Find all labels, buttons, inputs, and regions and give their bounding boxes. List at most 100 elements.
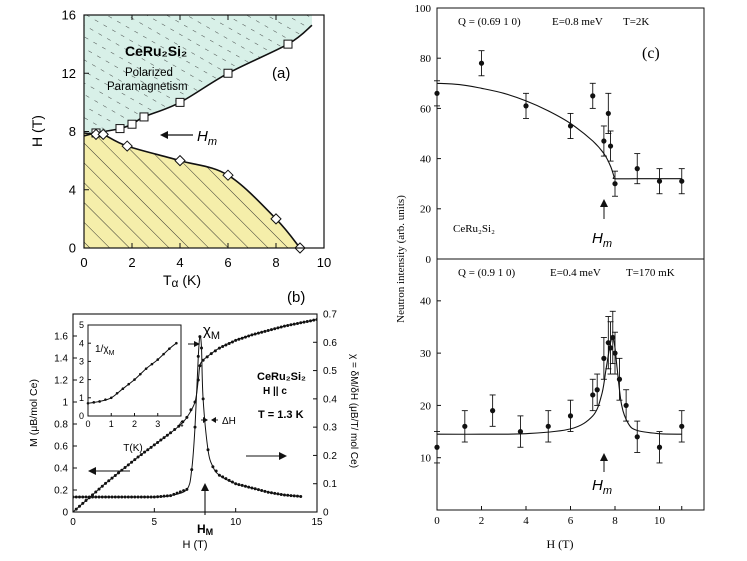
panel-b-susceptibility-point	[91, 495, 95, 499]
panel-c-top-point	[605, 110, 611, 117]
panel-b-magnetization-point	[146, 448, 150, 452]
panel-b-susceptibility-point	[139, 495, 143, 499]
panel-c-top-hm-sub: m	[603, 238, 612, 250]
panel-c-top-point	[523, 103, 529, 109]
panel-b-inset-point	[156, 358, 160, 361]
panel-b-susceptibility-point	[169, 494, 173, 498]
panel-b-susceptibility-point	[87, 495, 91, 499]
panel-b-right-y-tick-label: 0.5	[323, 366, 337, 377]
panel-b-susceptibility-point	[286, 493, 290, 497]
panel-b-right-y-tick-label: 0.2	[323, 451, 337, 462]
panel-b-susceptibility-point	[104, 495, 108, 499]
panel-b-inset-point	[162, 352, 165, 356]
panel-b-hm-label: H	[197, 522, 206, 536]
panel-c-bottom-point	[490, 408, 496, 414]
panel-b-magnetization-point	[143, 450, 147, 454]
panel-b-susceptibility-point	[120, 495, 124, 499]
panel-c-top-point	[434, 90, 440, 96]
panel-b-magnetization-point	[292, 322, 296, 326]
panel-b-left-y-tick-label: 1.2	[54, 376, 68, 387]
panel-b-susceptibility-point	[230, 480, 234, 484]
panel-b-right-y-tick-label: 0.4	[323, 394, 337, 405]
svg-text:χM: χM	[203, 322, 220, 342]
panel-c-bottom-y-tick-label: 40	[420, 296, 432, 308]
panel-b-susceptibility-point	[175, 491, 179, 495]
panel-b-susceptibility-point	[133, 495, 137, 499]
panel-a-xlabel-unit: (K)	[178, 272, 201, 288]
panel-c-x-tick-label: 8	[612, 515, 618, 527]
panel-b-magnetization-point	[136, 455, 140, 459]
panel-b-magnetization-point	[256, 331, 260, 335]
panel-c-top-point	[612, 181, 618, 187]
panel-c-x-tick-label: 6	[568, 515, 574, 527]
panel-b-inset-point	[109, 396, 113, 400]
panel-b-susceptibility-point	[250, 486, 254, 490]
panel-b-left-y-tick-label: 0	[62, 508, 68, 519]
panel-b: (b) 0 5 10 15 00.20.40.60.811.21.41.6 00.10…	[28, 289, 359, 551]
panel-b-susceptibility-point	[237, 483, 241, 487]
panel-a-panel-label: (a)	[272, 65, 290, 82]
panel-b-susceptibility-point	[182, 489, 186, 493]
panel-b-inset-y-tick-label: 3	[79, 357, 84, 367]
panel-b-magnetization-point	[315, 318, 317, 321]
panel-b-susceptibility-point	[78, 495, 82, 499]
panel-c-bottom-point	[612, 350, 618, 356]
panel-a-region-label-1: Polarized	[125, 67, 173, 79]
panel-b-inset-x-tick-label: 2	[132, 419, 137, 429]
panel-b-chi-sub: M	[211, 330, 220, 342]
panel-b-magnetization-point	[205, 355, 209, 359]
svg-text:1/χM: 1/χM	[95, 344, 115, 357]
panel-b-susceptibility-point	[73, 495, 75, 499]
panel-c-top-point	[679, 178, 685, 184]
panel-b-temperature: T = 1.3 K	[258, 409, 304, 421]
panel-b-susceptibility-point	[263, 489, 267, 493]
panel-b-susceptibility-point	[123, 495, 127, 499]
panel-b-inset-label-sub: M	[109, 350, 115, 357]
panel-b-susceptibility-point	[279, 492, 283, 496]
panel-b-magnetization-point	[78, 504, 82, 508]
panel-a-region-label-2: Paramagnetism	[107, 81, 188, 93]
panel-b-magnetization-point	[74, 507, 78, 511]
panel-b-magnetization-point	[234, 338, 238, 342]
panel-c-top-y-tick-label: 100	[415, 3, 432, 15]
panel-b-left-y-tick-label: 1.4	[54, 354, 68, 365]
panel-b-magnetization-point	[152, 443, 156, 447]
panel-b-magnetization-point	[133, 458, 137, 462]
panel-a-upper-point	[115, 124, 125, 134]
panel-b-inset-point	[104, 398, 107, 401]
panel-b-susceptibility-point	[269, 491, 273, 495]
panel-b-susceptibility-point	[243, 484, 247, 488]
panel-c-x-tick-label: 10	[654, 515, 666, 527]
panel-b-magnetization-point	[100, 484, 104, 488]
panel-b-inset-y-tick-label: 0	[79, 411, 84, 421]
panel-c-top-q: Q = (0.69 1 0)	[458, 16, 521, 28]
panel-b-left-y-tick-label: 0.6	[54, 442, 68, 453]
panel-a-hm-label: H	[197, 128, 208, 145]
panel-b-susceptibility-point	[94, 495, 98, 499]
panel-b-magnetization-point	[117, 471, 121, 475]
panel-b-susceptibility-point	[126, 495, 130, 499]
panel-c-xlabel: H (T)	[547, 537, 574, 551]
panel-b-susceptibility-point	[221, 475, 225, 479]
panel-b-inset-frame	[87, 324, 182, 417]
panel-a-xlabel-greek: α	[172, 276, 179, 290]
panel-b-delta-markers	[201, 417, 218, 423]
panel-c-compound: CeRu₂Si₂	[453, 223, 495, 235]
svg-text:Hm: Hm	[592, 477, 612, 497]
panel-b-susceptibility-point	[84, 495, 88, 499]
panel-c-bottom-point	[567, 413, 574, 419]
svg-text:Hm: Hm	[592, 230, 612, 250]
panel-b-susceptibility-point	[206, 448, 210, 452]
panel-a-y-tick-label: 0	[69, 241, 76, 256]
panel-b-ylabel-left: M (μB/mol Ce)	[28, 379, 40, 447]
panel-b-magnetization-point	[299, 321, 303, 325]
panel-b-left-y-tick-label: 0.4	[54, 464, 68, 475]
panel-c-bottom-point	[679, 423, 685, 429]
panel-b-inset-point	[115, 391, 119, 395]
panel-b-magnetization-point	[286, 323, 290, 327]
panel-b-magnetization-point	[266, 329, 270, 332]
panel-b-magnetization-point	[308, 319, 312, 323]
panel-a-ylabel: H (T)	[29, 115, 45, 147]
panel-b-susceptibility-point	[152, 495, 156, 499]
